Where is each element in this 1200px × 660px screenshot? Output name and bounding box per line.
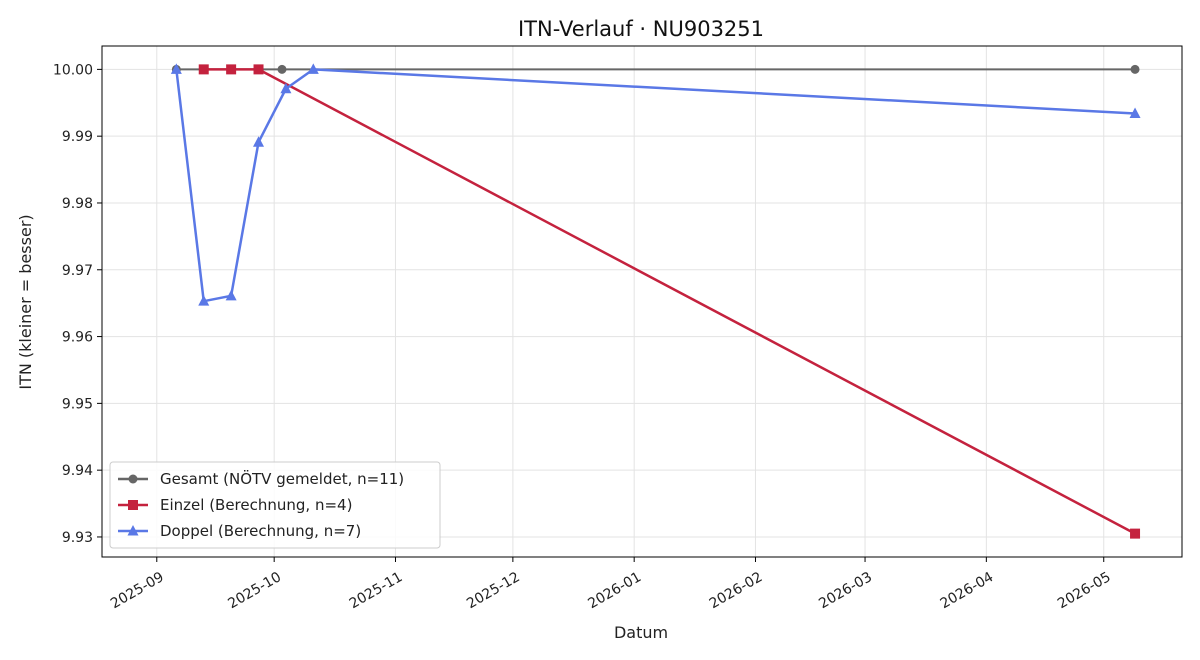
series-layer	[170, 63, 1141, 539]
plot-frame	[101, 45, 1183, 558]
data-point	[253, 64, 264, 75]
data-point	[198, 295, 210, 306]
chart-title: ITN-Verlauf · NU903251	[518, 17, 764, 41]
legend-label: Doppel (Berechnung, n=7)	[160, 522, 361, 540]
legend-label: Einzel (Berechnung, n=4)	[160, 496, 352, 514]
y-tick-label: 9.97	[62, 263, 93, 279]
data-point	[1130, 64, 1140, 74]
data-point	[170, 63, 182, 74]
y-tick-label: 9.99	[62, 129, 93, 145]
x-tick-label: 2026-05	[1055, 569, 1114, 612]
x-tick-label: 2025-12	[464, 569, 523, 612]
y-tick-label: 9.95	[62, 396, 93, 412]
series-line	[175, 68, 1136, 303]
data-point	[226, 64, 237, 75]
legend-marker	[127, 525, 139, 536]
x-tick-label: 2026-01	[585, 569, 644, 612]
series-line	[203, 68, 1136, 535]
y-axis-title: ITN (kleiner = besser)	[16, 214, 35, 389]
data-point	[253, 136, 265, 147]
y-tick-label: 9.98	[62, 196, 93, 212]
legend-label: Gesamt (NÖTV gemeldet, n=11)	[160, 469, 404, 488]
data-point	[277, 64, 287, 74]
x-tick-label: 2025-09	[108, 569, 167, 612]
x-tick-label: 2025-10	[225, 569, 284, 612]
x-tick-label: 2025-11	[347, 569, 406, 612]
y-tick-label: 9.94	[62, 463, 93, 479]
legend-item: Doppel (Berechnung, n=7)	[118, 522, 361, 540]
legend-marker	[128, 474, 138, 484]
legend-item: Gesamt (NÖTV gemeldet, n=11)	[118, 469, 404, 488]
legend: Gesamt (NÖTV gemeldet, n=11) Einzel (Bere…	[109, 461, 441, 549]
y-tick-label: 9.96	[62, 330, 93, 346]
x-tick-label: 2026-04	[938, 569, 997, 612]
series-3	[170, 63, 1141, 306]
y-tick-label: 10.00	[53, 62, 93, 78]
x-axis-title: Datum	[614, 623, 668, 642]
data-point	[307, 63, 319, 74]
y-tick-label: 9.93	[62, 530, 93, 546]
legend-item: Einzel (Berechnung, n=4)	[118, 496, 352, 514]
data-point	[198, 64, 209, 75]
data-point	[1129, 107, 1141, 118]
legend-box	[109, 461, 441, 549]
series-2	[198, 64, 1141, 539]
x-tick-label: 2026-02	[707, 569, 766, 612]
data-point	[1130, 528, 1141, 539]
data-point	[225, 289, 237, 301]
data-point	[280, 82, 292, 94]
x-tick-label: 2026-03	[816, 569, 875, 612]
legend-marker	[128, 500, 138, 510]
